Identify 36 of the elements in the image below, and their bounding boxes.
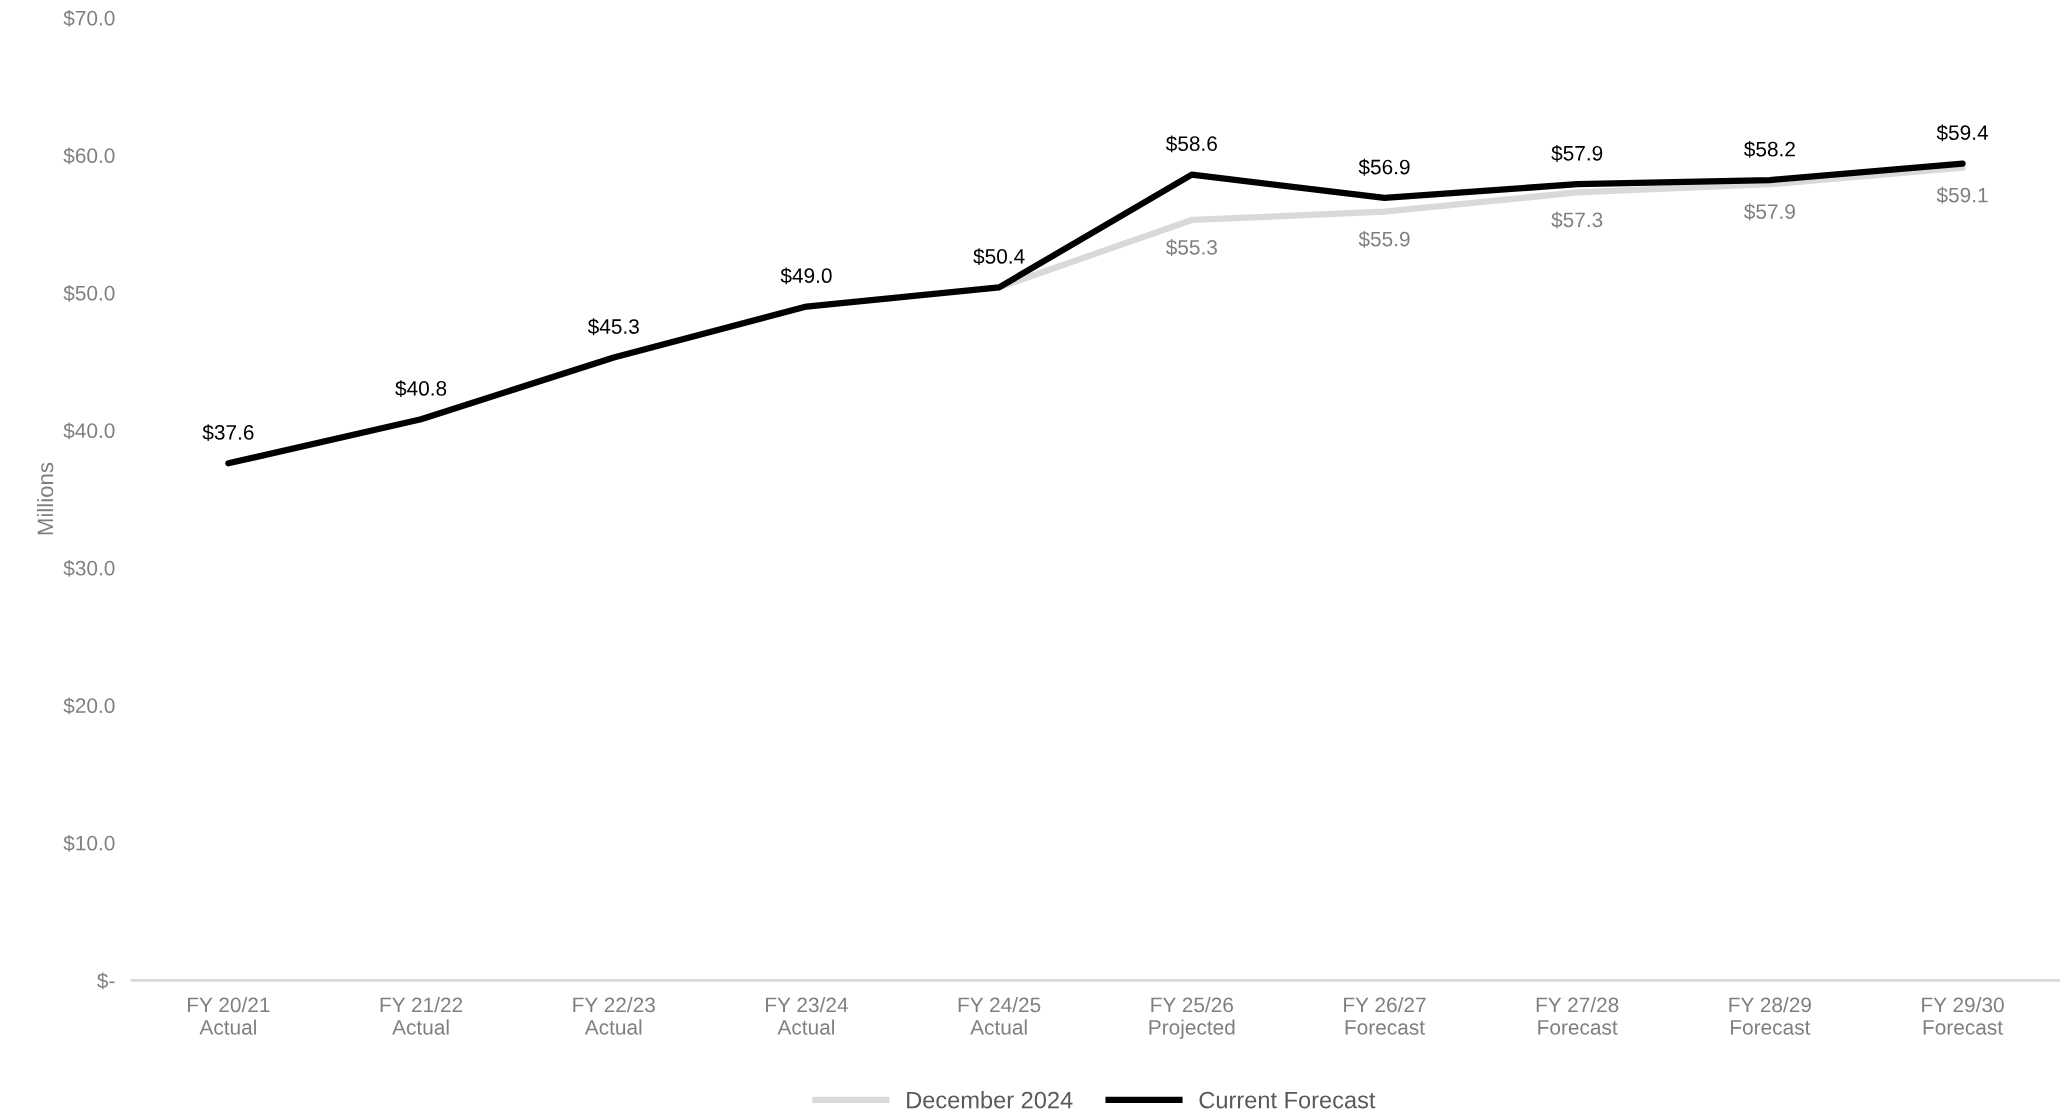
y-tick-label: $70.0: [63, 9, 115, 27]
y-tick-label: $50.0: [63, 284, 115, 302]
data-label: $37.6: [202, 424, 254, 441]
x-tick-label: FY 27/28 Forecast: [1536, 996, 1619, 1035]
x-tick-label: FY 26/27 Forecast: [1344, 996, 1426, 1035]
legend-label: December 2024: [907, 1091, 1073, 1109]
data-label: $58.6: [1165, 135, 1217, 153]
y-tick-label: $30.0: [63, 559, 115, 577]
y-tick-label: $60.0: [63, 147, 115, 165]
data-label: $59.1: [1936, 186, 1988, 204]
y-tick-label: $20.0: [63, 697, 115, 715]
data-label: $58.2: [1744, 140, 1795, 158]
x-tick-label: FY 21/22 Actual: [380, 996, 463, 1035]
y-tick-label: $-: [97, 972, 115, 990]
data-label: $59.4: [1936, 124, 1988, 142]
data-label: $55.9: [1358, 230, 1410, 248]
data-label: $40.8: [395, 380, 447, 397]
data-label: $56.9: [1358, 158, 1410, 176]
data-label: $55.3: [1165, 239, 1217, 256]
x-tick-label: FY 28/29 Forecast: [1729, 996, 1811, 1035]
x-tick-label: FY 23/24 Actual: [766, 996, 848, 1035]
x-tick-label: FY 29/30 Forecast: [1922, 996, 2004, 1035]
data-label: $50.4: [973, 248, 1025, 265]
data-label: $49.0: [780, 267, 832, 285]
data-label: $57.9: [1551, 145, 1603, 162]
data-label: $57.9: [1744, 203, 1795, 221]
y-axis-title: Millions: [36, 462, 54, 535]
y-tick-label: $10.0: [63, 834, 115, 852]
x-tick-label: FY 22/23 Actual: [573, 996, 655, 1035]
x-tick-label: FY 20/21 Actual: [188, 996, 270, 1035]
legend-label: Current Forecast: [1199, 1091, 1376, 1109]
x-tick-label: FY 25/26 Projected: [1149, 996, 1235, 1039]
data-label: $45.3: [587, 318, 639, 336]
x-tick-label: FY 24/25 Actual: [958, 996, 1041, 1035]
data-label: $57.3: [1551, 211, 1603, 229]
y-tick-label: $40.0: [63, 422, 115, 440]
